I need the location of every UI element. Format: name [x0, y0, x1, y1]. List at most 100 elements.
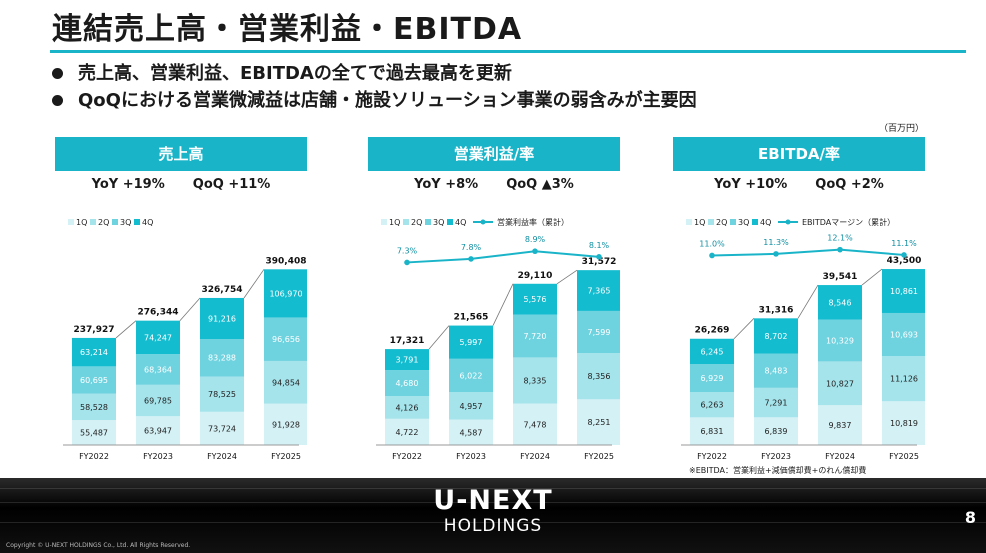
data-label: 10,827 — [826, 379, 854, 388]
key-point: QoQにおける営業微減益は店舗・施設ソリューション事業の弱含みが主要因 — [52, 87, 697, 114]
data-label: 5,997 — [460, 338, 483, 347]
category-tick-label: FY2023 — [761, 452, 791, 461]
bar-segment-4q — [882, 269, 925, 313]
data-label: 8,335 — [524, 377, 547, 386]
panel-growth-ebitda: YoY +10% QoQ +2% — [673, 177, 925, 192]
legend-swatch-1q — [686, 219, 692, 225]
legend-label: EBITDAマージン（累計） — [802, 217, 895, 227]
footer-streak — [0, 522, 986, 523]
legend-label: 営業利益率（累計） — [497, 217, 569, 227]
growth-connector — [428, 325, 450, 350]
bar-segment-4q — [754, 318, 798, 354]
data-label: 7,291 — [765, 399, 788, 408]
qoq-text: QoQ ▲3% — [506, 177, 574, 192]
legend-label: 2Q — [411, 218, 422, 227]
legend-label: 2Q — [98, 218, 109, 227]
qoq-text: QoQ +11% — [192, 177, 271, 192]
bar-segment-1q — [690, 417, 734, 445]
growth-connector — [861, 268, 883, 286]
total-label: 326,754 — [202, 285, 243, 295]
panel-growth-sales: YoY +19% QoQ +11% — [55, 177, 307, 192]
bar-segment-3q — [690, 364, 734, 393]
bar-segment-3q — [136, 354, 180, 385]
legend-label: 4Q — [142, 218, 153, 227]
ratio-point — [468, 256, 474, 262]
bar-segment-4q — [385, 349, 429, 371]
data-label: 58,528 — [80, 403, 108, 412]
legend-swatch-4q — [752, 219, 758, 225]
ratio-label: 8.9% — [525, 235, 546, 244]
ratio-label: 11.3% — [763, 238, 789, 247]
bar-segment-4q — [690, 338, 734, 365]
data-label: 7,720 — [524, 332, 547, 341]
legend-line-marker — [785, 219, 791, 225]
bar-segment-1q — [200, 411, 244, 445]
qoq-text: QoQ +2% — [815, 177, 884, 192]
key-point: 売上高、営業利益、EBITDAの全てで過去最高を更新 — [52, 60, 697, 87]
legend-swatch-1q — [68, 219, 74, 225]
growth-connector — [797, 284, 819, 319]
title-underline — [50, 50, 966, 53]
ratio-label: 7.3% — [397, 246, 418, 255]
growth-connector — [179, 297, 201, 321]
data-label: 106,970 — [269, 289, 302, 298]
data-label: 8,702 — [765, 332, 788, 341]
bar-segment-3q — [513, 314, 557, 358]
data-label: 10,861 — [890, 287, 918, 296]
data-label: 9,837 — [829, 421, 852, 430]
legend-line-marker — [480, 219, 486, 225]
total-label: 21,565 — [454, 313, 489, 323]
ebitda-chart: 1Q 2Q 3Q 4Q EBITDAマージン（累計） 6,831 6,263 6,929 6,2… — [681, 217, 925, 461]
ratio-point — [773, 251, 779, 257]
key-point-text: 売上高、営業利益、EBITDAの全てで過去最高を更新 — [78, 63, 512, 84]
bar-segment-3q — [264, 317, 307, 361]
total-label: 39,541 — [823, 272, 858, 282]
bar-segment-2q — [577, 353, 620, 400]
legend-label: 4Q — [760, 218, 771, 227]
legend-label: 1Q — [389, 218, 400, 227]
key-points: 売上高、営業利益、EBITDAの全てで過去最高を更新 QoQにおける営業微減益は… — [52, 60, 697, 114]
total-label: 31,316 — [759, 305, 794, 315]
yoy-text: YoY +10% — [714, 177, 788, 192]
bar-segment-1q — [882, 401, 925, 445]
panel-growth-operating-profit: YoY +8% QoQ ▲3% — [368, 177, 620, 192]
data-label: 68,364 — [144, 365, 172, 374]
data-label: 6,929 — [701, 374, 724, 383]
legend-swatch-3q — [730, 219, 736, 225]
ratio-point — [532, 248, 538, 255]
category-tick-label: FY2025 — [584, 452, 614, 461]
page-number: 8 — [964, 508, 976, 527]
bar-segment-4q — [577, 270, 620, 311]
bullet-icon — [52, 95, 63, 106]
total-label: 26,269 — [695, 326, 730, 336]
bar-segment-2q — [513, 357, 557, 404]
logo-line2: HOLDINGS — [443, 516, 543, 536]
bar-segment-1q — [449, 419, 493, 445]
bar-segment-3q — [754, 353, 798, 388]
total-label: 31,572 — [582, 257, 617, 267]
data-label: 94,854 — [272, 378, 300, 387]
footer-streak — [0, 488, 986, 489]
data-label: 91,216 — [208, 314, 236, 323]
ratio-point — [901, 252, 907, 258]
legend-swatch-2q — [90, 219, 96, 225]
data-label: 7,599 — [588, 328, 611, 337]
legend-label: 2Q — [716, 218, 727, 227]
bar-segment-3q — [882, 312, 925, 357]
data-label: 10,329 — [826, 337, 854, 346]
total-label: 237,927 — [74, 325, 115, 335]
data-label: 60,695 — [80, 376, 108, 385]
bar-segment-1q — [72, 420, 116, 445]
bar-segment-1q — [577, 399, 620, 445]
category-tick-label: FY2022 — [79, 452, 109, 461]
data-label: 83,288 — [208, 354, 236, 363]
data-label: 6,263 — [701, 401, 724, 410]
panel-banner-sales: 売上高 — [55, 137, 307, 171]
category-tick-label: FY2023 — [143, 452, 173, 461]
bar-segment-1q — [754, 417, 798, 445]
data-label: 4,957 — [460, 402, 483, 411]
bar-segment-2q — [818, 361, 862, 406]
category-tick-label: FY2024 — [207, 452, 237, 461]
bar-segment-2q — [200, 376, 244, 412]
logo-line1: U-NEXT — [433, 485, 553, 516]
